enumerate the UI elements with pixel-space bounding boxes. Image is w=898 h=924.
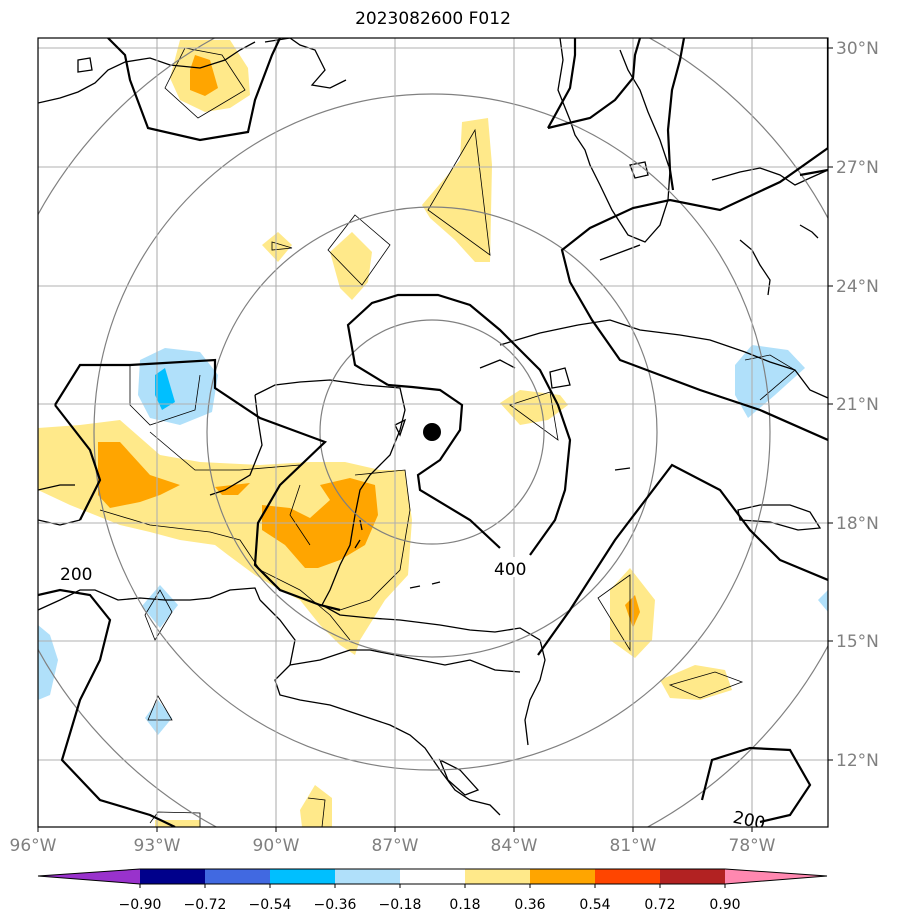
colorbar-tick-label: 0.72 [644, 897, 675, 913]
colorbar-segment [725, 869, 827, 884]
longitude-labels: 96°W 93°W 90°W 87°W 84°W 81°W 78°W [10, 836, 776, 856]
colorbar-tick-label: −0.72 [184, 897, 227, 913]
contour-label: 400 [494, 560, 526, 580]
positive-region [422, 118, 492, 262]
colorbar-tick-label: 0.36 [514, 897, 545, 913]
negative-region [138, 348, 218, 425]
positive-region [330, 232, 372, 300]
colorbar-tick-label: −0.36 [314, 897, 357, 913]
latitude-labels: 30°N 27°N 24°N 21°N 18°N 15°N 12°N [836, 39, 879, 771]
colorbar-segment [400, 869, 465, 884]
range-circles [38, 38, 828, 827]
colorbar-segment [38, 869, 140, 884]
colorbar-segment [140, 869, 205, 884]
colorbar-tick-label: −0.54 [249, 897, 292, 913]
map-title: 2023082600 F012 [355, 9, 511, 29]
negative-region [818, 590, 828, 612]
negative-region [142, 585, 178, 628]
colorbar-segment [270, 869, 335, 884]
lon-label: 87°W [372, 836, 419, 856]
colorbar-segment [530, 869, 595, 884]
thick-contours [38, 38, 828, 827]
lon-label: 84°W [491, 836, 538, 856]
colorbar-tick-label: −0.90 [119, 897, 162, 913]
lat-label: 24°N [836, 277, 879, 297]
positive-region [98, 442, 180, 508]
colorbar-segment [465, 869, 530, 884]
storm-center-marker [423, 423, 441, 441]
filled-contours [38, 40, 828, 827]
lon-label: 93°W [134, 836, 181, 856]
positive-region [300, 785, 332, 827]
lat-label: 27°N [836, 158, 879, 178]
gridlines [38, 38, 828, 827]
colorbar-segment [595, 869, 660, 884]
negative-region [38, 625, 58, 700]
positive-region [190, 55, 218, 96]
tick-marks [37, 47, 833, 832]
lon-label: 81°W [610, 836, 657, 856]
thin-contours [99, 47, 796, 827]
lat-label: 18°N [836, 514, 879, 534]
colorbar-tick-label: 0.90 [709, 897, 740, 913]
negative-region [145, 700, 172, 735]
colorbar: −0.90 −0.72 −0.54 −0.36 −0.18 0.18 0.36 … [37, 868, 828, 913]
colorbar-segment [335, 869, 400, 884]
map-plot-area: 200 400 200 [38, 38, 828, 834]
contour-label: 200 [60, 565, 92, 585]
lat-label: 15°N [836, 632, 879, 652]
negative-region [735, 345, 805, 418]
colorbar-tick-label: 0.54 [579, 897, 610, 913]
lat-label: 21°N [836, 395, 879, 415]
colorbar-segment [205, 869, 270, 884]
lon-label: 96°W [10, 836, 57, 856]
colorbar-tick-label: 0.18 [449, 897, 480, 913]
contour-labels: 200 400 200 [60, 557, 767, 834]
map-frame [37, 37, 829, 828]
positive-region [215, 483, 250, 495]
contour-label: 200 [731, 808, 767, 834]
lon-label: 78°W [729, 836, 776, 856]
lat-label: 30°N [836, 39, 879, 59]
colorbar-tick-label: −0.18 [379, 897, 422, 913]
negative-region [155, 368, 175, 410]
colorbar-segment [660, 869, 725, 884]
positive-region [660, 665, 732, 700]
lon-label: 90°W [253, 836, 300, 856]
lat-label: 12°N [836, 751, 879, 771]
positive-region [262, 232, 292, 262]
